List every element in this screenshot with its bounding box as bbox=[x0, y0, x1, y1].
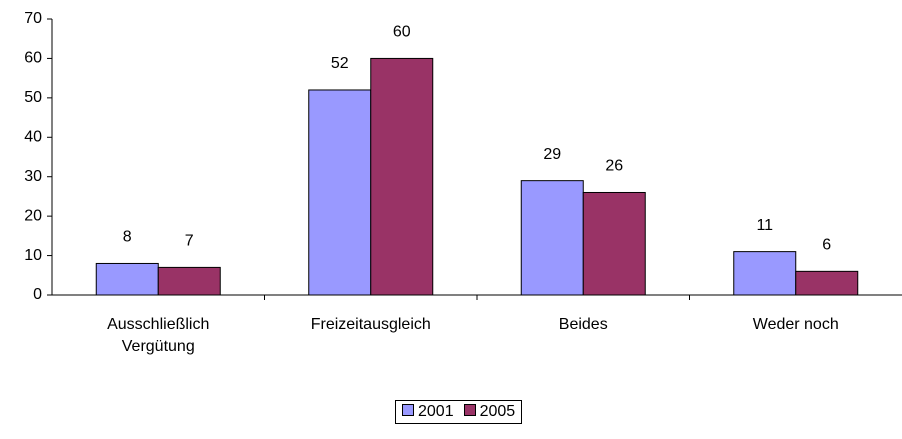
bar bbox=[370, 57, 434, 296]
y-tick-label: 60 bbox=[24, 50, 42, 67]
bar bbox=[520, 180, 584, 296]
x-tick-label: Ausschließlich Vergütung bbox=[107, 316, 210, 355]
legend-label: 2005 bbox=[479, 403, 516, 420]
value-label: 60 bbox=[393, 24, 411, 41]
y-tick-label: 70 bbox=[24, 10, 42, 27]
legend: 2001 2005 bbox=[395, 400, 523, 424]
bar bbox=[308, 89, 372, 296]
legend-swatch bbox=[402, 404, 414, 416]
value-label: 29 bbox=[543, 146, 561, 163]
y-tick-label: 50 bbox=[24, 89, 42, 106]
bar bbox=[582, 191, 646, 296]
value-label: 52 bbox=[331, 55, 349, 72]
value-label: 26 bbox=[605, 158, 623, 175]
value-label: 7 bbox=[185, 233, 194, 250]
bar bbox=[95, 262, 159, 296]
value-label: 8 bbox=[123, 229, 132, 246]
x-tick-label: Beides bbox=[558, 316, 608, 333]
value-label: 6 bbox=[822, 237, 831, 254]
x-tick-label: Weder noch bbox=[752, 316, 839, 333]
y-tick-label: 0 bbox=[33, 286, 42, 303]
bar bbox=[795, 270, 859, 296]
legend-item: 2001 bbox=[402, 403, 454, 421]
y-tick-label: 10 bbox=[24, 247, 42, 264]
legend-item: 2005 bbox=[463, 403, 516, 421]
x-tick-label: Freizeitausgleich bbox=[310, 316, 431, 333]
y-tick-label: 30 bbox=[24, 168, 42, 185]
y-tick-label: 40 bbox=[24, 129, 42, 146]
legend-label: 2001 bbox=[418, 403, 454, 420]
bar bbox=[157, 266, 221, 296]
y-tick-label: 20 bbox=[24, 207, 42, 224]
value-label: 11 bbox=[756, 217, 773, 234]
bar bbox=[733, 251, 797, 296]
legend-swatch bbox=[463, 404, 476, 416]
